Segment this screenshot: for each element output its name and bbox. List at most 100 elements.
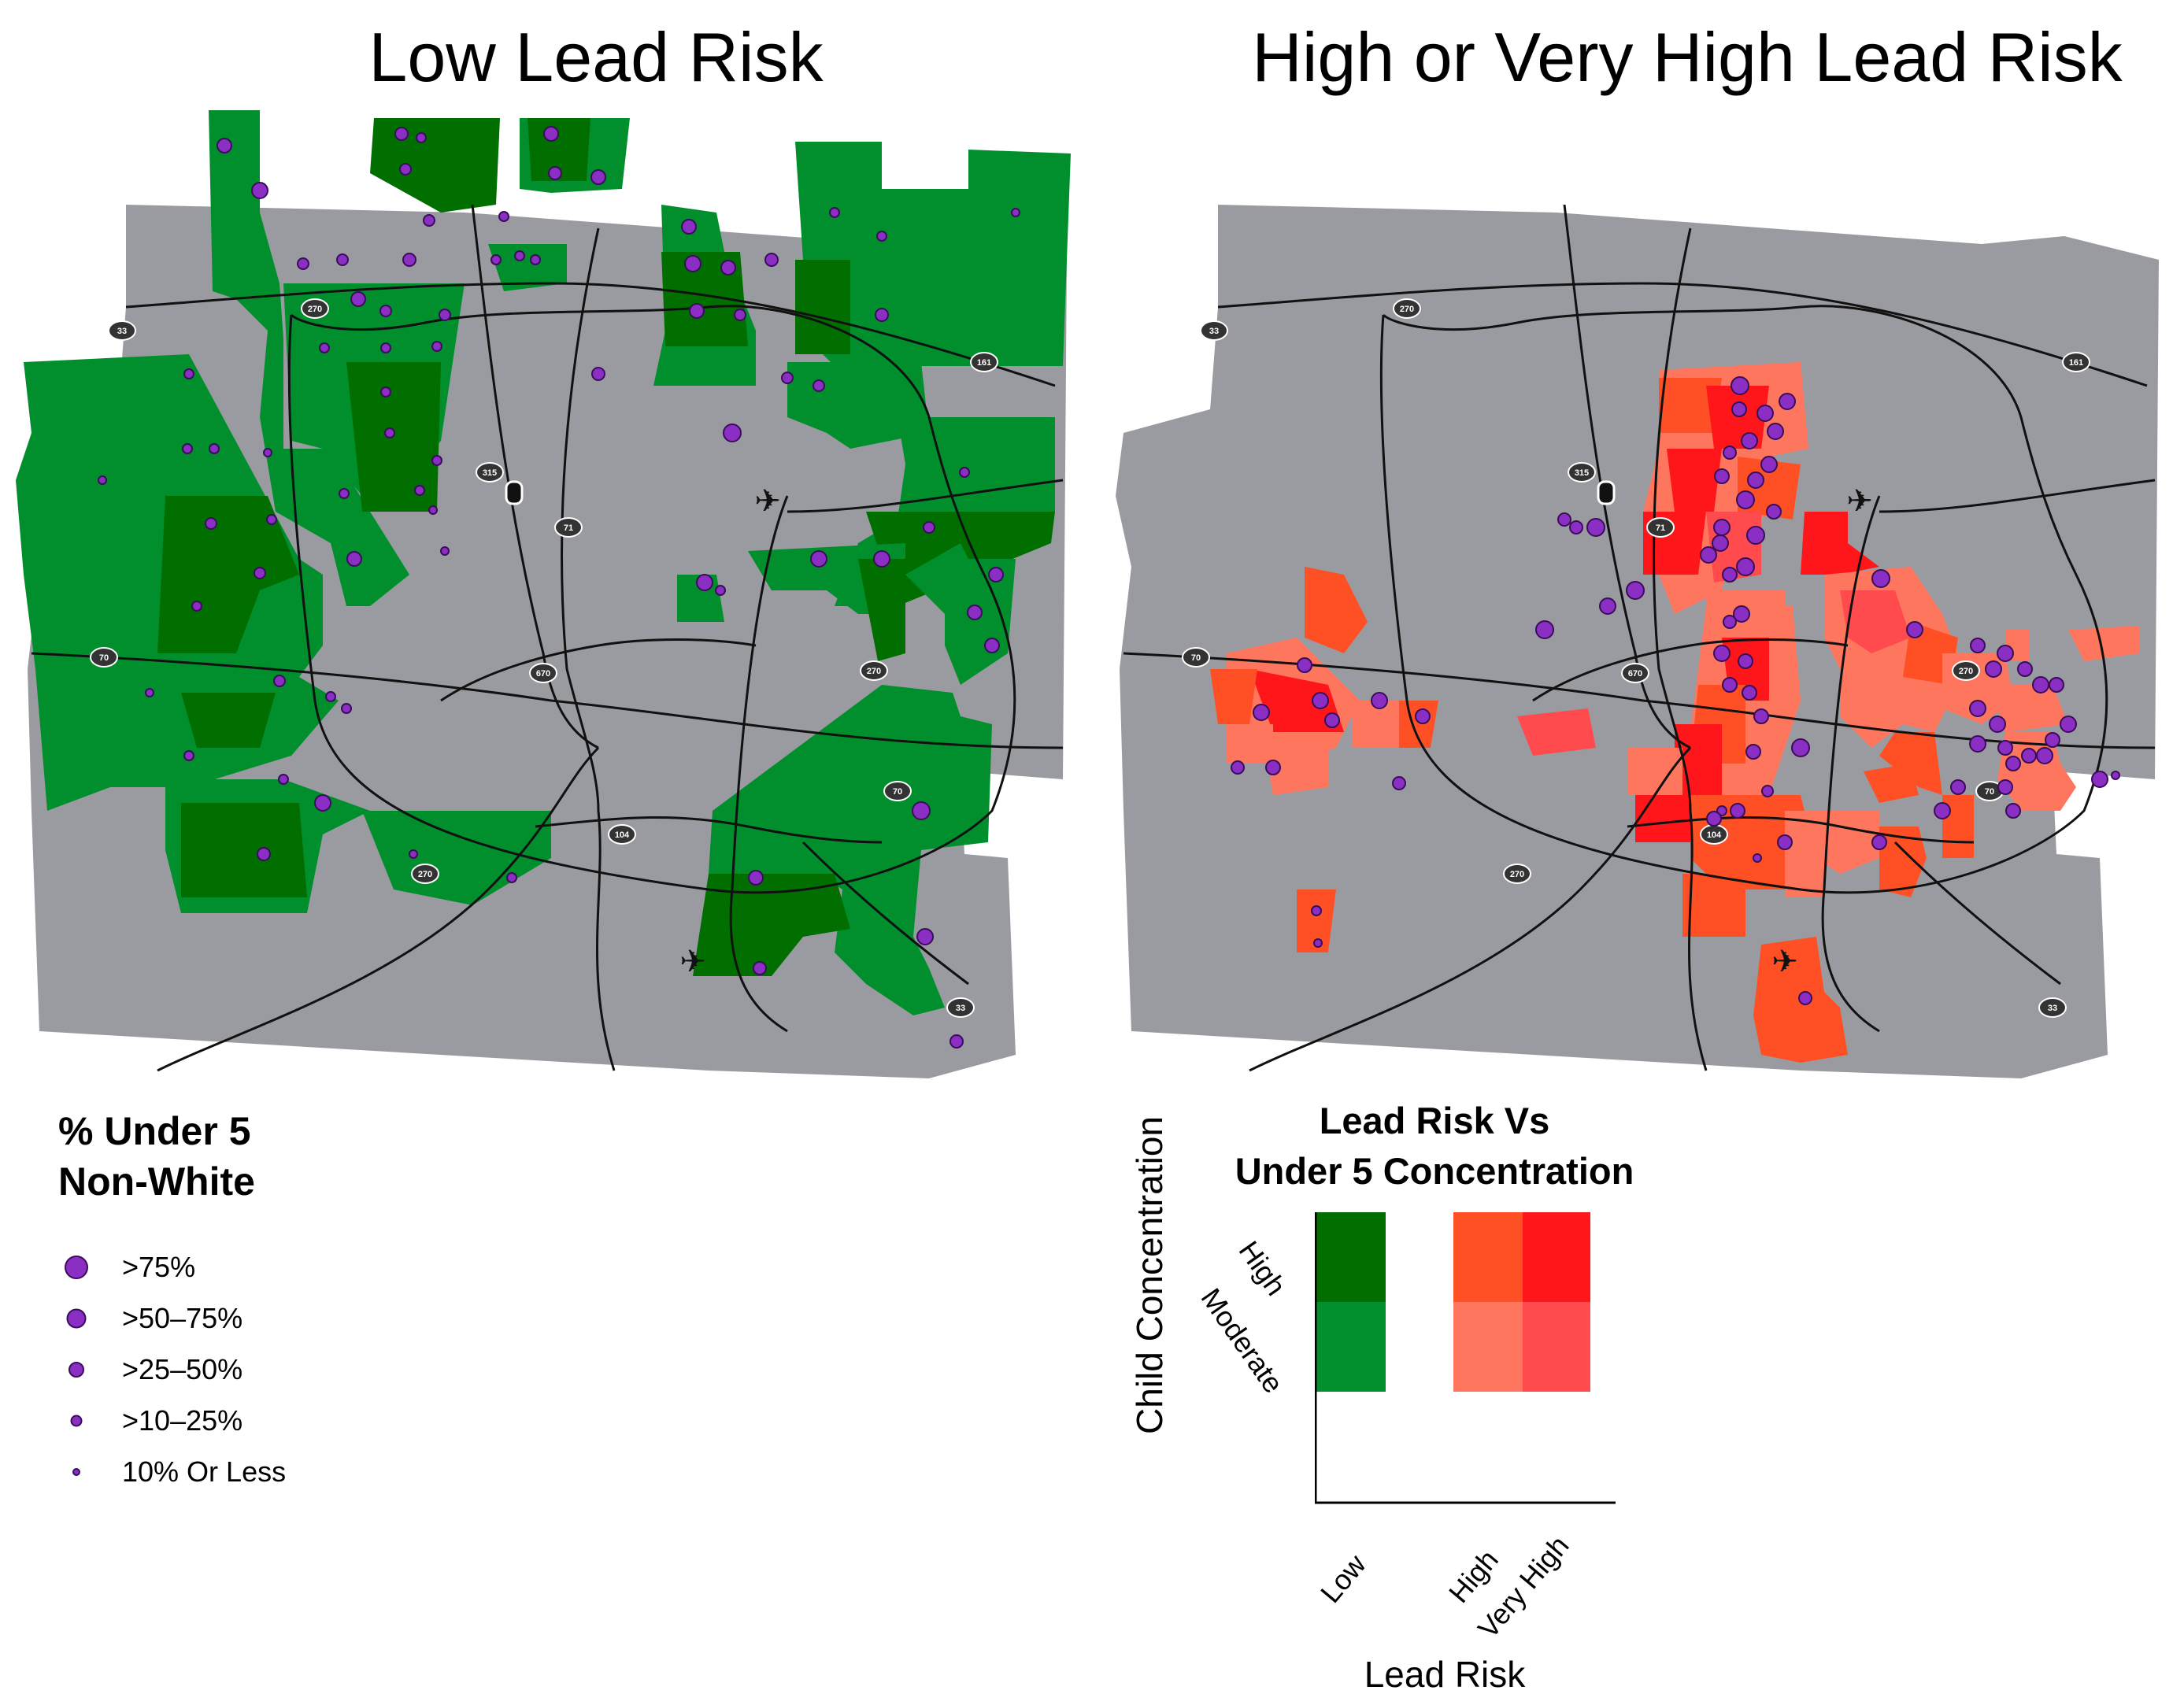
demographic-dot — [1723, 446, 1737, 460]
demographic-dot — [1736, 557, 1755, 576]
legend-dot-box — [59, 1301, 94, 1336]
high-risk-tract — [1226, 724, 1273, 764]
demographic-dot — [1712, 534, 1729, 552]
highway-shield-label: 33 — [1209, 327, 1219, 336]
legend-label: 10% Or Less — [122, 1455, 287, 1488]
low-risk-tract — [362, 811, 551, 905]
legend-label: >10–25% — [122, 1404, 243, 1437]
demographic-dot — [1950, 779, 1966, 795]
legend-dot-box — [59, 1250, 94, 1285]
highway-shield-label: 670 — [536, 669, 550, 679]
demographic-dot — [829, 207, 840, 218]
demographic-dot — [2060, 716, 2077, 733]
highway-shield — [476, 462, 504, 483]
highway-shield-label: 270 — [308, 305, 322, 314]
airport-icon: ✈ — [679, 944, 706, 980]
demographic-dot — [1791, 738, 1810, 757]
demographic-dot — [1231, 760, 1245, 775]
legend-dot — [72, 1468, 80, 1476]
low-risk-tract — [858, 559, 905, 661]
highway-shield — [860, 660, 888, 681]
demographic-dot — [1761, 785, 1774, 797]
highway-shield — [554, 517, 583, 538]
demographic-dot — [1767, 423, 1784, 440]
airport-icon: ✈ — [754, 483, 781, 520]
row-label-high: High — [1232, 1234, 1293, 1302]
stadium-icon — [1597, 480, 1616, 505]
demographic-dot — [1742, 685, 1757, 701]
road — [1563, 204, 1691, 749]
demographic-dot — [319, 342, 330, 353]
high-risk-tract — [1265, 748, 1328, 795]
demographic-dot — [1969, 735, 1986, 753]
demographic-dot — [346, 551, 362, 567]
demographic-dot — [1753, 708, 1769, 724]
demographic-dot — [1989, 716, 2006, 733]
high-risk-tract — [1627, 748, 1682, 795]
highway-shield — [883, 781, 912, 801]
legend-item: >10–25% — [59, 1404, 243, 1438]
demographic-dot — [98, 475, 107, 485]
legend-dot — [68, 1362, 84, 1378]
highway-shield-label: 71 — [1656, 523, 1665, 533]
demographic-dot — [530, 254, 541, 265]
road — [1249, 746, 1692, 1072]
demographic-dot — [440, 546, 450, 556]
road — [1821, 495, 1881, 1033]
legend-item: >75% — [59, 1250, 195, 1285]
x-axis-label: Lead Risk — [1364, 1654, 1526, 1695]
demographic-dot — [254, 567, 266, 579]
demographic-dot — [912, 801, 931, 820]
demographic-dot — [1747, 472, 1764, 489]
high-risk-tract — [1785, 811, 1824, 897]
demographic-dot — [439, 309, 451, 321]
demographic-dot — [394, 127, 409, 141]
row-label-moderate: Moderate — [1194, 1282, 1290, 1400]
cell-low-moderate — [1315, 1302, 1386, 1392]
high-risk-tract — [1990, 685, 2068, 732]
demographic-dot — [1738, 653, 1753, 669]
demographic-dot — [182, 443, 193, 454]
demographic-dot — [813, 379, 825, 392]
high-risk-tract — [1706, 386, 1769, 449]
highway-shield-label: 270 — [1959, 667, 1973, 676]
demographic-dot — [2005, 756, 2021, 771]
demographic-dot — [1392, 776, 1406, 790]
demographic-dot — [1011, 208, 1020, 217]
demographic-dot — [1731, 401, 1747, 417]
demographic-dot — [720, 260, 736, 276]
legend-dot-box — [59, 1404, 94, 1438]
demographic-dot — [183, 750, 194, 761]
demographic-dot — [1969, 700, 1986, 717]
left-map-title: Low Lead Risk — [368, 18, 824, 96]
demographic-dot — [1311, 905, 1322, 916]
demographic-dot — [1741, 432, 1758, 449]
demographic-dot — [2049, 677, 2064, 693]
highway-shield — [608, 824, 636, 845]
legend-dot-box — [59, 1455, 94, 1489]
low-risk-tract — [209, 110, 409, 606]
demographic-dot — [1557, 512, 1571, 527]
dot-legend-title: % Under 5 Non-White — [58, 1106, 255, 1207]
demographic-dot — [1714, 468, 1730, 484]
bivariate-title-line2: Under 5 Concentration — [1235, 1150, 1634, 1192]
demographic-dot — [209, 443, 220, 454]
airport-icon: ✈ — [1771, 944, 1798, 980]
col-label-low: Low — [1313, 1548, 1372, 1609]
demographic-dot — [257, 847, 271, 861]
demographic-dot — [1713, 519, 1731, 536]
road — [1532, 638, 1849, 702]
demographic-dot — [2045, 732, 2060, 748]
highway-shield-label: 104 — [1707, 830, 1722, 840]
demographic-dot — [1626, 581, 1645, 600]
demographic-dot — [873, 550, 890, 568]
road — [287, 305, 1016, 894]
legend-dot-box — [59, 1352, 94, 1387]
high-risk-tract — [1249, 669, 1344, 732]
cell-veryhigh-high — [1523, 1212, 1590, 1302]
bivariate-legend-title: Lead Risk Vs Under 5 Concentration — [1235, 1096, 1634, 1196]
high-risk-tract — [1297, 889, 1336, 952]
demographic-dot — [423, 214, 435, 227]
demographic-dot — [723, 423, 742, 442]
road — [157, 746, 600, 1072]
